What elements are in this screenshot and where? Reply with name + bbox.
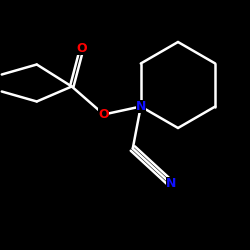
Text: O: O [76,42,87,55]
Text: N: N [166,177,176,190]
Text: N: N [136,100,146,113]
Text: O: O [98,108,109,121]
